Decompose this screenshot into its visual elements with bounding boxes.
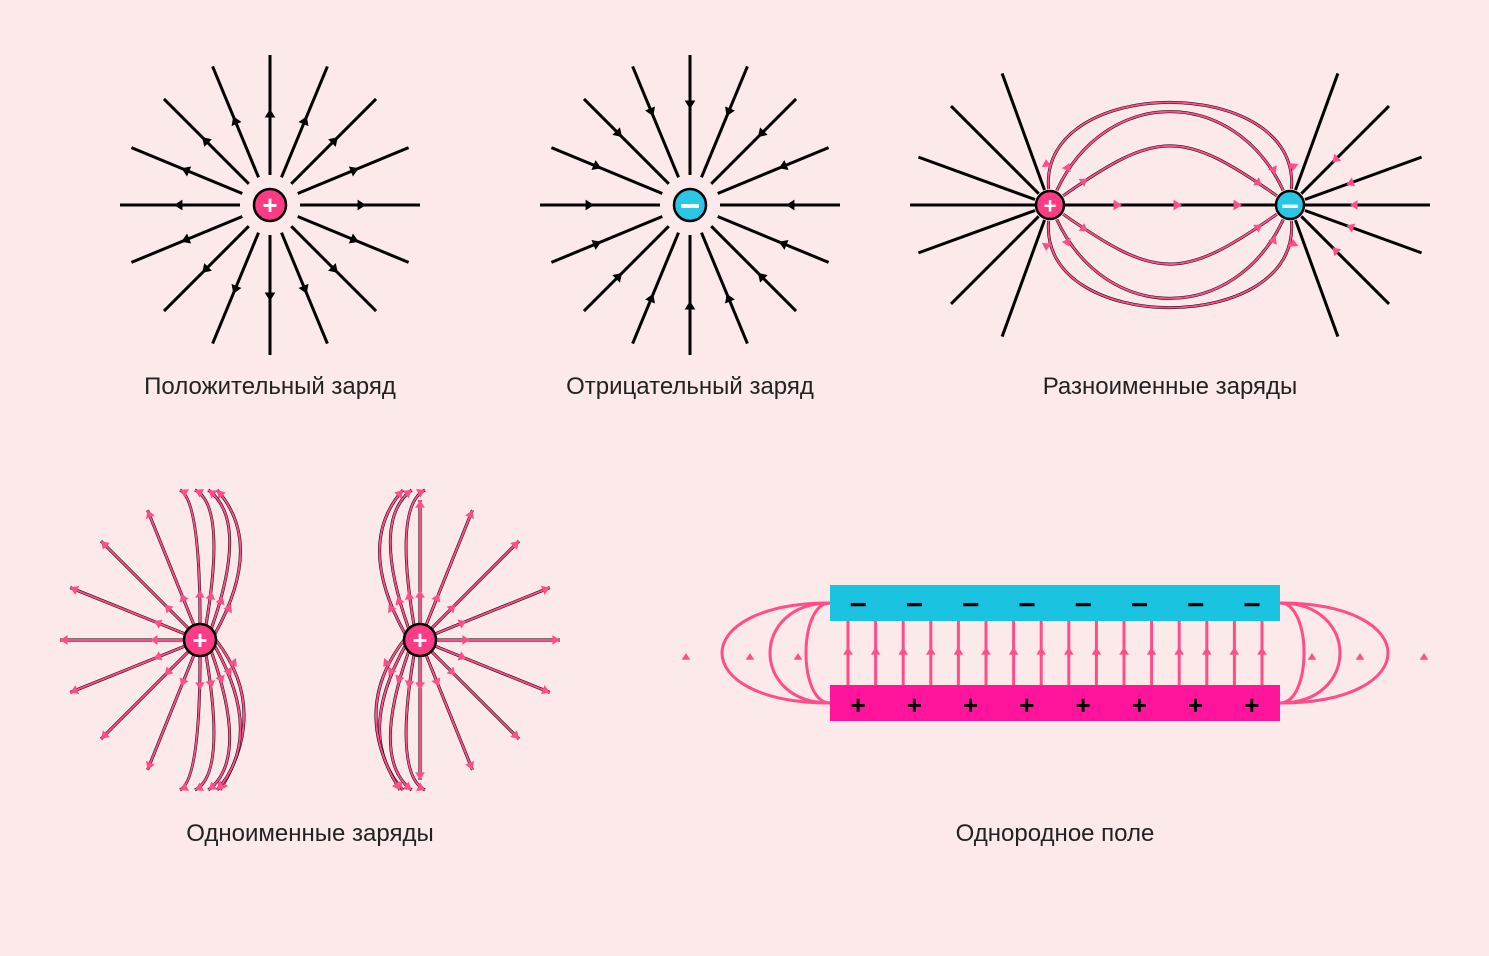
negative-caption: Отрицательный заряд — [510, 373, 870, 401]
svg-text:−: − — [1187, 589, 1205, 622]
svg-text:−: − — [1281, 189, 1299, 224]
svg-text:+: + — [1132, 690, 1147, 720]
positive-caption: Положительный заряд — [90, 373, 450, 401]
svg-text:+: + — [963, 690, 978, 720]
svg-text:−: − — [680, 187, 701, 226]
svg-text:+: + — [263, 192, 278, 220]
negative: −Отрицательный заряд — [510, 55, 870, 375]
dipole-caption: Разноименные заряды — [920, 373, 1420, 401]
svg-text:−: − — [1131, 589, 1149, 622]
svg-text:+: + — [1043, 194, 1056, 219]
dipole: +−Разноименные заряды — [920, 55, 1420, 375]
svg-text:−: − — [962, 589, 980, 622]
svg-text:−: − — [1243, 589, 1261, 622]
uniform: −−−−−−−−++++++++Однородное поле — [690, 490, 1420, 830]
svg-text:−: − — [1018, 589, 1036, 622]
diagram-canvas: +Положительный заряд−Отрицательный заряд… — [0, 0, 1489, 956]
positive: +Положительный заряд — [90, 55, 450, 375]
like-caption: Одноименные заряды — [90, 820, 530, 848]
svg-text:+: + — [1244, 690, 1259, 720]
svg-text:+: + — [1019, 690, 1034, 720]
svg-text:−: − — [1074, 589, 1092, 622]
svg-text:−: − — [906, 589, 924, 622]
svg-text:+: + — [907, 690, 922, 720]
svg-text:+: + — [1076, 690, 1091, 720]
svg-text:+: + — [413, 627, 428, 655]
uniform-caption: Однородное поле — [690, 820, 1420, 848]
svg-text:−: − — [849, 589, 867, 622]
like: ++Одноименные заряды — [90, 490, 530, 830]
svg-text:+: + — [1188, 690, 1203, 720]
svg-text:+: + — [193, 627, 208, 655]
svg-text:+: + — [851, 690, 866, 720]
